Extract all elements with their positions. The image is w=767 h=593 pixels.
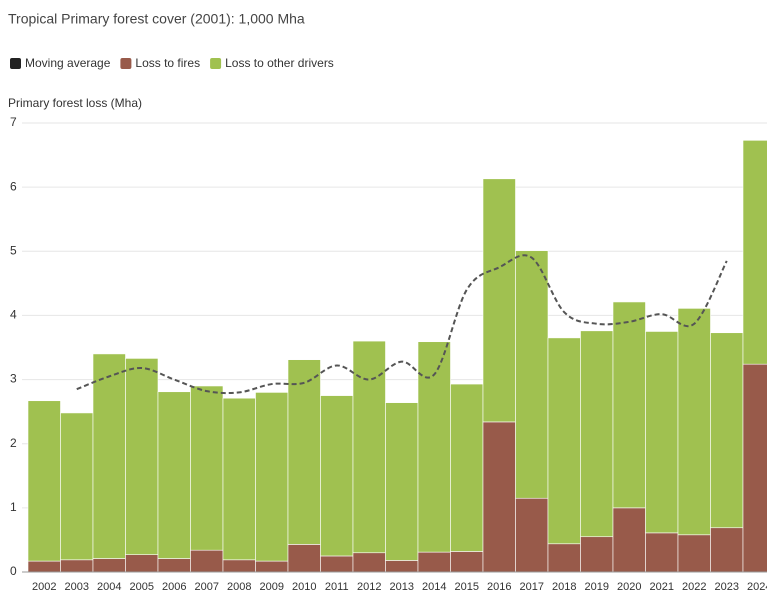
bar-segment (547, 337, 581, 545)
bar-segment (612, 507, 646, 573)
bar-segment (320, 555, 354, 573)
bar-segment (677, 308, 711, 536)
bar-segment (450, 551, 484, 573)
bar-segment (60, 559, 94, 573)
y-tick-label: 2 (10, 436, 17, 450)
x-tick-label: 2019 (585, 581, 609, 593)
y-tick-label: 4 (10, 308, 17, 322)
bar-segment (417, 551, 451, 573)
bar-segment (677, 534, 711, 573)
y-tick-label: 6 (10, 179, 17, 193)
bar-segment (125, 358, 159, 555)
bar-segment (157, 391, 191, 559)
bar-segment (645, 532, 679, 573)
legend-label: Moving average (25, 56, 111, 70)
bar-segment (287, 544, 321, 573)
y-tick-label: 7 (10, 115, 17, 129)
bar-segment (742, 140, 767, 365)
bar-segment (612, 301, 646, 509)
x-tick-label: 2004 (97, 581, 121, 593)
bar-segment (742, 363, 767, 573)
bar-segment (92, 558, 126, 573)
bar-segment (482, 178, 516, 423)
bar-segment (60, 412, 94, 561)
bar-segment (385, 560, 419, 573)
bar-segment (222, 397, 256, 561)
x-tick-label: 2007 (195, 581, 219, 593)
bar-segment (417, 341, 451, 553)
x-tick-label: 2021 (650, 581, 674, 593)
x-tick-label: 2024 (747, 581, 767, 593)
bar-segment (515, 250, 549, 499)
bar-segment (645, 331, 679, 534)
x-tick-label: 2022 (682, 581, 706, 593)
bar-segment (515, 497, 549, 573)
legend-swatch (210, 58, 222, 69)
bar-segment (352, 340, 386, 554)
x-tick-label: 2016 (487, 581, 511, 593)
x-tick-label: 2008 (227, 581, 251, 593)
x-tick-label: 2017 (520, 581, 544, 593)
x-tick-label: 2020 (617, 581, 641, 593)
bar-segment (27, 560, 61, 573)
x-tick-label: 2023 (715, 581, 739, 593)
bar-segment (580, 536, 614, 573)
bar-segment (92, 353, 126, 559)
bar-segment (287, 359, 321, 545)
legend-swatch (120, 58, 132, 69)
y-tick-label: 5 (10, 243, 17, 257)
y-axis-label: Primary forest loss (Mha) (8, 96, 142, 110)
x-tick-label: 2009 (260, 581, 284, 593)
y-tick-label: 1 (10, 500, 17, 514)
bar-segment (710, 527, 744, 573)
bar-segment (190, 549, 224, 573)
x-tick-label: 2010 (292, 581, 316, 593)
bar-segment (27, 400, 61, 562)
bar-segment (222, 559, 256, 573)
bar-segment (255, 560, 289, 573)
x-tick-label: 2006 (162, 581, 186, 593)
x-tick-label: 2014 (422, 581, 446, 593)
bar-segment (710, 332, 744, 529)
x-tick-label: 2011 (325, 581, 349, 593)
legend-label: Loss to other drivers (225, 56, 334, 70)
bar-segment (157, 558, 191, 573)
legend-label: Loss to fires (135, 56, 200, 70)
bar-segment (580, 330, 614, 538)
bar-segment (385, 402, 419, 561)
bar-segment (190, 385, 224, 551)
bar-segment (320, 395, 354, 557)
bar-segment (125, 554, 159, 573)
bar-segment (255, 392, 289, 562)
y-tick-label: 3 (10, 372, 17, 386)
x-tick-label: 2015 (455, 581, 479, 593)
chart-title: Tropical Primary forest cover (2001): 1,… (8, 11, 305, 27)
bar-segment (547, 543, 581, 573)
x-tick-label: 2013 (390, 581, 414, 593)
legend-swatch (10, 58, 21, 69)
x-tick-label: 2005 (130, 581, 154, 593)
x-tick-label: 2018 (552, 581, 576, 593)
y-tick-label: 0 (10, 564, 17, 578)
x-tick-label: 2002 (32, 581, 56, 593)
bar-segment (482, 421, 516, 573)
bar-segment (450, 383, 484, 552)
moving-average-line (76, 254, 728, 395)
x-tick-label: 2012 (357, 581, 381, 593)
x-tick-label: 2003 (65, 581, 89, 593)
bar-segment (352, 552, 386, 573)
